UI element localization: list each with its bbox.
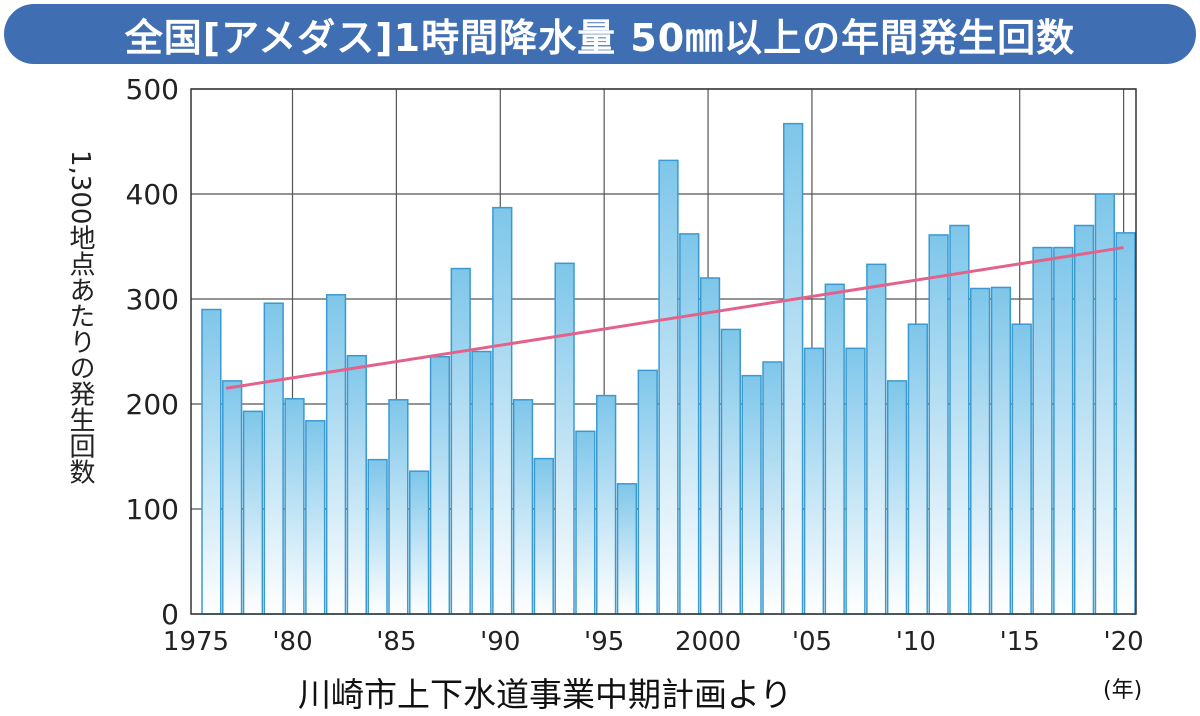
bar-2005	[803, 347, 825, 615]
bar-2016	[1032, 246, 1053, 615]
bar-1983	[346, 354, 367, 615]
bar-1978	[242, 410, 264, 615]
bar-1989	[471, 350, 492, 615]
bar-1985	[388, 399, 409, 615]
chart-title: 全国[アメダス]1時間降水量 50㎜以上の年間発生回数	[124, 15, 1076, 60]
bar-1998	[658, 159, 679, 615]
bar-1977	[222, 380, 243, 615]
trend-line	[225, 246, 1124, 390]
x-tick-label: '10	[896, 627, 936, 657]
bar-1981	[305, 420, 326, 615]
bar-2010	[907, 323, 928, 615]
x-tick-label: '90	[480, 627, 520, 657]
bar-1995	[596, 394, 617, 615]
x-tick-label: '05	[792, 627, 832, 657]
x-tick-label: '15	[1000, 627, 1040, 657]
x-tick-label: '95	[584, 627, 624, 657]
y-tick-label: 100	[126, 493, 179, 526]
y-tick-label: 500	[126, 73, 179, 106]
bar-2002	[741, 374, 762, 615]
plot-frame	[190, 88, 1137, 615]
y-tick-label: 400	[126, 178, 179, 211]
bar-2011	[928, 234, 949, 615]
bar-2013	[970, 287, 991, 615]
title-banner: 全国[アメダス]1時間降水量 50㎜以上の年間発生回数	[4, 4, 1196, 64]
bar-2020	[1115, 232, 1136, 615]
bar-2006	[824, 283, 845, 615]
bar-1986	[409, 470, 430, 615]
bar-2004	[783, 122, 804, 615]
bar-2018	[1073, 224, 1095, 615]
bar-1993	[554, 262, 575, 615]
bar-2009	[886, 380, 908, 615]
bar-1979	[263, 302, 284, 615]
y-tick-label: 0	[161, 598, 179, 631]
bar-2007	[845, 347, 866, 615]
bar-2001	[720, 328, 741, 615]
bar-2015	[1011, 323, 1032, 615]
bar-1999	[679, 233, 700, 615]
x-tick-label: 1975	[163, 627, 229, 657]
bar-2014	[990, 286, 1012, 615]
x-tick-label: 2000	[675, 627, 741, 657]
y-axis-label: 1,300地点あたりの発生回数	[65, 150, 95, 485]
bar-2008	[866, 263, 887, 615]
bar-2003	[762, 361, 783, 615]
bar-1996	[616, 483, 638, 615]
source-note: 川崎市上下水道事業中期計画より	[298, 675, 793, 714]
bar-2012	[949, 224, 970, 615]
bar-1997	[637, 369, 658, 615]
x-tick-label: '80	[272, 627, 312, 657]
bar-1980	[284, 398, 305, 615]
bar-1976	[201, 308, 222, 615]
x-tick-label: '20	[1103, 627, 1143, 657]
bar-1990	[492, 206, 513, 615]
x-tick-label: '85	[376, 627, 416, 657]
bar-2017	[1053, 246, 1074, 615]
y-tick-label: 300	[126, 283, 179, 316]
bar-1987	[429, 356, 451, 615]
bar-1982	[325, 294, 347, 615]
bar-1988	[450, 267, 471, 615]
bar-1992	[533, 457, 554, 615]
bar-1984	[367, 458, 388, 615]
bar-1994	[575, 430, 596, 615]
bar-1991	[512, 399, 534, 615]
bar-2000	[699, 277, 721, 615]
x-axis-unit: (年)	[1103, 678, 1143, 703]
y-tick-label: 200	[126, 388, 179, 421]
bar-2019	[1094, 193, 1115, 615]
